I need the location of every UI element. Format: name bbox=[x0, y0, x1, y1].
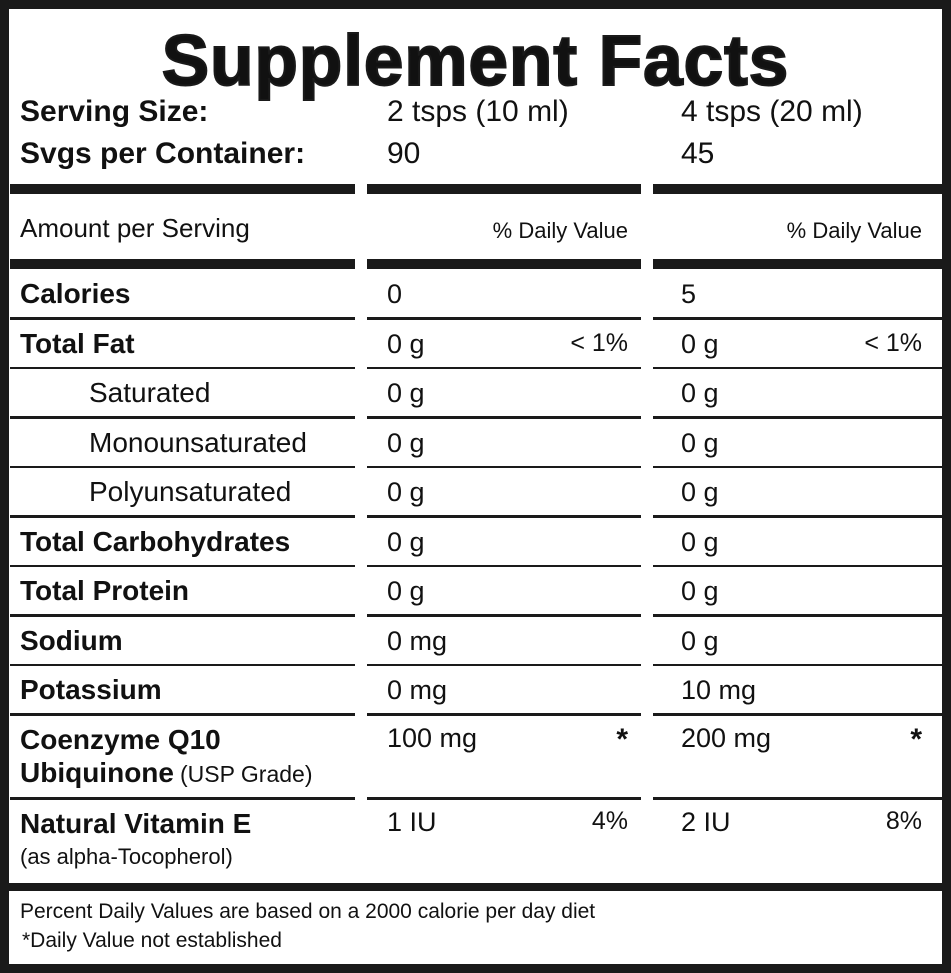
amount: 5 bbox=[681, 279, 697, 309]
amount: 0 g bbox=[387, 477, 425, 507]
nutrient-name: Total Carbohydrates bbox=[20, 525, 291, 557]
amount: 0 mg bbox=[387, 675, 448, 705]
serving-value: 4 tsps (20 ml) bbox=[681, 95, 863, 128]
amount: 0 g bbox=[681, 328, 719, 359]
row-rule bbox=[653, 366, 942, 369]
daily-value-header: % Daily Value bbox=[492, 218, 628, 243]
nutrient-name: Monounsaturated bbox=[89, 426, 307, 458]
amount: 0 g bbox=[681, 477, 719, 507]
amount: 10 mg bbox=[681, 675, 757, 705]
row-rule bbox=[367, 366, 641, 369]
amount: 0 g bbox=[681, 378, 719, 408]
thick-rule bbox=[367, 259, 641, 269]
row-rule bbox=[653, 416, 942, 419]
thick-rule bbox=[653, 184, 942, 194]
amount: 100 mg bbox=[387, 722, 478, 753]
amount: 0 g bbox=[387, 526, 425, 557]
amount: 0 g bbox=[387, 576, 425, 606]
amount: 0 mg bbox=[387, 625, 448, 656]
thick-rule bbox=[10, 184, 355, 194]
row-rule bbox=[653, 515, 942, 518]
serving-value: 2 tsps (10 ml) bbox=[387, 95, 569, 128]
row-rule bbox=[367, 465, 641, 468]
amount: 0 g bbox=[681, 576, 719, 606]
row-rule bbox=[367, 317, 641, 320]
daily-value: < 1% bbox=[570, 328, 628, 357]
serving-value: 90 bbox=[387, 137, 421, 170]
nutrient-note: (as alpha-Tocopherol) bbox=[20, 843, 233, 869]
nutrient-name: Polyunsaturated bbox=[89, 476, 292, 507]
nutrient-detail: (as alpha-Tocopherol) bbox=[20, 842, 233, 875]
footer-note: *Daily Value not established bbox=[22, 928, 282, 952]
row-rule bbox=[653, 663, 942, 666]
amount: 0 g bbox=[387, 328, 425, 359]
row-rule bbox=[10, 564, 355, 567]
footer-rule bbox=[9, 882, 942, 891]
thick-rule bbox=[367, 184, 641, 194]
row-rule bbox=[653, 564, 942, 567]
nutrient-name: Calories bbox=[20, 278, 131, 309]
nutrient-name: Total Fat bbox=[20, 327, 135, 359]
serving-label: Serving Size: bbox=[20, 95, 209, 128]
amount: 0 g bbox=[387, 427, 425, 458]
amount: 0 g bbox=[681, 427, 719, 458]
row-rule bbox=[10, 317, 355, 320]
row-rule bbox=[10, 614, 355, 617]
footer-note: Percent Daily Values are based on a 2000… bbox=[20, 899, 596, 923]
thick-rule bbox=[653, 259, 942, 269]
row-rule bbox=[367, 564, 641, 567]
serving-value: 45 bbox=[681, 137, 715, 170]
row-rule bbox=[653, 713, 942, 716]
row-rule bbox=[10, 465, 355, 468]
row-rule bbox=[367, 797, 641, 800]
nutrient-name: Total Protein bbox=[20, 575, 190, 606]
row-rule bbox=[367, 713, 641, 716]
nutrient-name: Sodium bbox=[20, 624, 123, 656]
title: Supplement Facts bbox=[161, 21, 790, 102]
thick-rule bbox=[10, 259, 355, 269]
amount: 200 mg bbox=[681, 722, 772, 753]
amount: 0 g bbox=[681, 526, 719, 557]
row-rule bbox=[367, 515, 641, 518]
row-rule bbox=[10, 797, 355, 800]
nutrient-note: (USP Grade) bbox=[179, 760, 313, 787]
amount: 0 g bbox=[681, 625, 719, 656]
row-rule bbox=[10, 515, 355, 518]
serving-label: Svgs per Container: bbox=[20, 137, 306, 170]
row-rule bbox=[10, 366, 355, 369]
nutrient-name: Potassium bbox=[20, 674, 162, 705]
daily-value: * bbox=[616, 722, 628, 756]
daily-value: * bbox=[910, 722, 922, 756]
row-rule bbox=[653, 614, 942, 617]
daily-value-header: % Daily Value bbox=[786, 218, 922, 243]
row-rule bbox=[367, 614, 641, 617]
row-rule bbox=[653, 797, 942, 800]
amount: 0 bbox=[387, 279, 403, 309]
row-rule bbox=[10, 663, 355, 666]
row-rule bbox=[10, 416, 355, 419]
amount: 0 g bbox=[387, 378, 425, 408]
daily-value: 8% bbox=[885, 806, 922, 835]
nutrient-name: Saturated bbox=[89, 377, 211, 408]
nutrient-name: Natural Vitamin E bbox=[20, 807, 252, 839]
row-rule bbox=[367, 663, 641, 666]
row-rule bbox=[10, 713, 355, 716]
row-rule bbox=[653, 317, 942, 320]
row-rule bbox=[367, 416, 641, 419]
amount: 1 IU bbox=[387, 806, 437, 837]
nutrient-detail: Ubiquinone (USP Grade) bbox=[20, 756, 313, 793]
amount: 2 IU bbox=[681, 806, 731, 837]
nutrient-form: Ubiquinone bbox=[20, 756, 174, 788]
row-rule bbox=[653, 465, 942, 468]
amount-header: Amount per Serving bbox=[20, 213, 250, 243]
daily-value: 4% bbox=[591, 806, 628, 835]
nutrient-name: Coenzyme Q10 bbox=[20, 723, 221, 755]
daily-value: < 1% bbox=[864, 328, 922, 357]
